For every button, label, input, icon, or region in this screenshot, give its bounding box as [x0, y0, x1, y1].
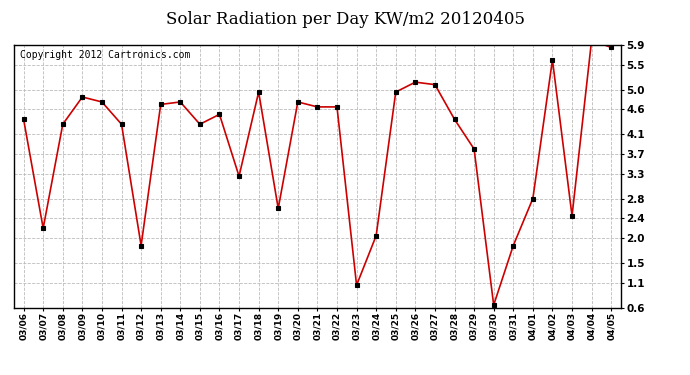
- Text: Copyright 2012 Cartronics.com: Copyright 2012 Cartronics.com: [20, 50, 190, 60]
- Text: Solar Radiation per Day KW/m2 20120405: Solar Radiation per Day KW/m2 20120405: [166, 11, 524, 28]
